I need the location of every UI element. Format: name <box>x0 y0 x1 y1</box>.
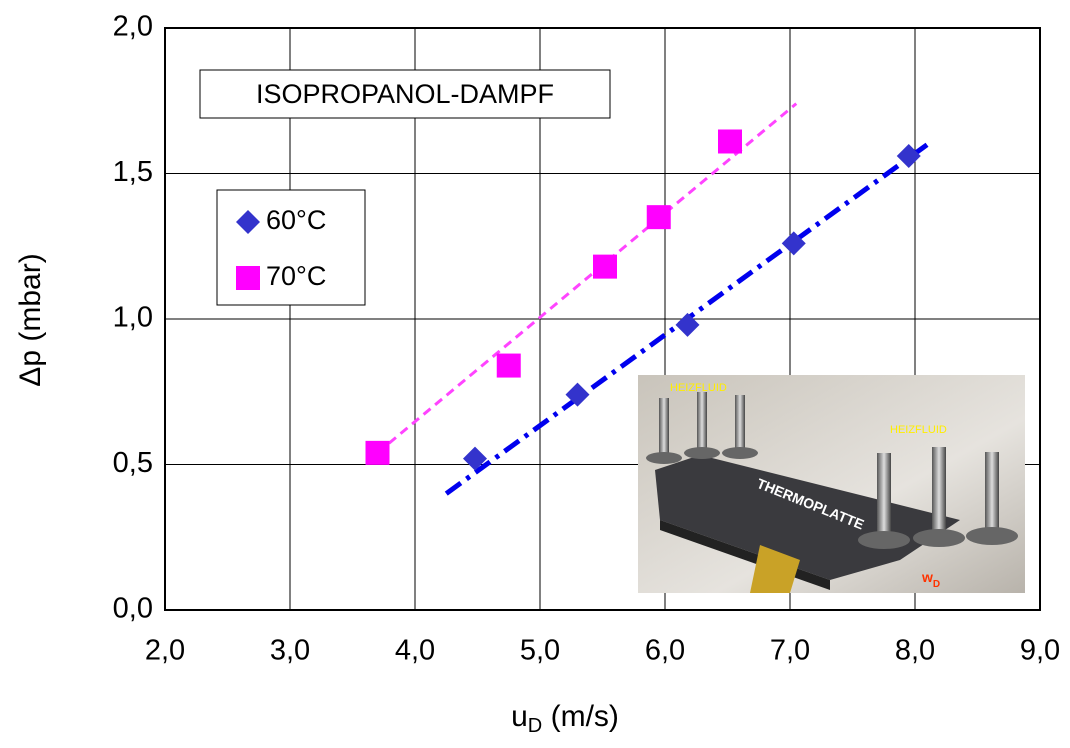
flange <box>722 447 758 459</box>
y-tick-label: 1,0 <box>113 302 153 334</box>
x-axis-title-sub: D <box>528 715 542 737</box>
inset-photo: HEIZFLUID HEIZFLUID THERMOPLATTE wD <box>638 375 1025 593</box>
x-tick-label: 3,0 <box>270 635 310 667</box>
point <box>463 446 487 471</box>
x-axis-title: uD (m/s) <box>511 700 619 737</box>
inset-label: HEIZFLUID <box>890 424 947 436</box>
x-tick-label: 7,0 <box>770 635 810 667</box>
y-tick-label: 0,0 <box>113 593 153 625</box>
tube <box>877 453 891 538</box>
point <box>718 129 742 154</box>
tube <box>697 392 707 452</box>
plot-border <box>164 27 1041 611</box>
annotation-box <box>199 69 611 119</box>
x-tick-label: 6,0 <box>645 635 685 667</box>
point <box>781 231 806 256</box>
tube <box>659 398 669 458</box>
point <box>365 440 390 465</box>
x-axis-title-unit: (m/s) <box>542 700 619 733</box>
y-tick-label: 0,5 <box>113 447 153 479</box>
legend-label: 70°C <box>266 261 326 291</box>
annotation: ISOPROPANOL-DAMPF <box>256 79 554 109</box>
point <box>593 254 617 279</box>
flange <box>966 527 1018 545</box>
x-tick-label: 2,0 <box>145 635 185 667</box>
flange <box>646 452 682 464</box>
legend-marker <box>236 210 260 234</box>
trend-line <box>376 102 798 455</box>
point <box>896 144 921 169</box>
tube <box>985 452 999 534</box>
tube <box>932 447 946 537</box>
flange <box>913 529 965 547</box>
inset-label: HEIZFLUID <box>670 382 727 394</box>
tubes <box>659 392 999 538</box>
x-tick-label: 9,0 <box>1020 635 1060 667</box>
tube <box>735 395 745 453</box>
legend-marker <box>236 266 260 290</box>
flanges <box>646 447 1018 549</box>
flange <box>684 447 720 459</box>
stand <box>750 545 800 593</box>
x-axis-title-main: u <box>511 700 528 733</box>
y-axis-title: Δp (mbar) <box>14 253 47 386</box>
point <box>646 205 671 230</box>
x-tick-label: 5,0 <box>520 635 560 667</box>
point <box>496 353 521 378</box>
y-tick-label: 2,0 <box>113 11 153 43</box>
point <box>565 382 590 407</box>
inset-label-main: w <box>921 569 933 585</box>
inset-label: wD <box>921 569 940 590</box>
point <box>675 312 700 337</box>
inset-label-sub: D <box>933 579 940 590</box>
flange <box>858 531 910 549</box>
x-tick-label: 4,0 <box>395 635 435 667</box>
y-tick-label: 1,5 <box>113 156 153 188</box>
legend-label: 60°C <box>266 205 326 235</box>
x-tick-label: 8,0 <box>895 635 935 667</box>
